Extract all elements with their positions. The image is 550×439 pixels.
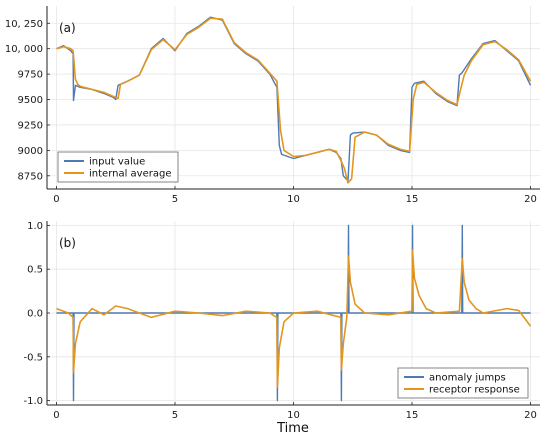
x-tick-label-2: 10 [287,194,300,205]
series-line-1 [56,224,531,402]
series-line-1 [56,16,532,182]
x-tick-label-0: 0 [53,194,59,205]
panel-a: 0 5 10 15 20 8750 9000 9250 9500 9750 10, 000 10, 2… [5,6,540,205]
panel-b: 0 5 10 15 20 -1.0 -0.5 0.0 0.5 1.0 (b) anomaly jump… [23,221,540,421]
x-tick-label-1: 5 [172,194,178,205]
y-tick-label-3: 0.5 [27,265,43,276]
y-tick-label-1: -0.5 [23,352,43,363]
x-tick-label-3: 15 [406,194,419,205]
series-line-2 [56,17,532,184]
legend-label-2: receptor response [429,385,520,396]
x-tick-label-0: 0 [53,410,59,421]
legend-label-1: input value [89,157,145,168]
y-tick-label-2: 0.0 [27,309,43,320]
y-tick-label-0: -1.0 [23,396,43,407]
series-line-2 [56,249,532,389]
legend-box [397,367,529,399]
panel-label: (a) [59,21,76,35]
x-tick-label-2: 10 [287,410,300,421]
y-tick-label-4: 9750 [18,70,43,81]
panel-label: (b) [59,236,76,250]
y-tick-label-0: 8750 [18,171,43,182]
x-tick-label-4: 20 [524,194,537,205]
x-tick-label-1: 5 [172,410,178,421]
y-tick-label-6: 10, 250 [5,19,43,30]
y-tick-label-5: 10, 000 [5,44,43,55]
y-tick-label-1: 9000 [18,146,43,157]
legend-label-1: anomaly jumps [429,373,506,384]
legend-box [57,151,179,183]
x-tick-label-3: 15 [406,410,419,421]
y-tick-label-3: 9500 [18,95,43,106]
x-axis-label: Time [276,421,309,436]
x-tick-label-4: 20 [524,410,537,421]
y-tick-label-2: 9250 [18,120,43,131]
y-tick-label-4: 1.0 [27,221,43,232]
legend-label-2: internal average [89,169,172,180]
